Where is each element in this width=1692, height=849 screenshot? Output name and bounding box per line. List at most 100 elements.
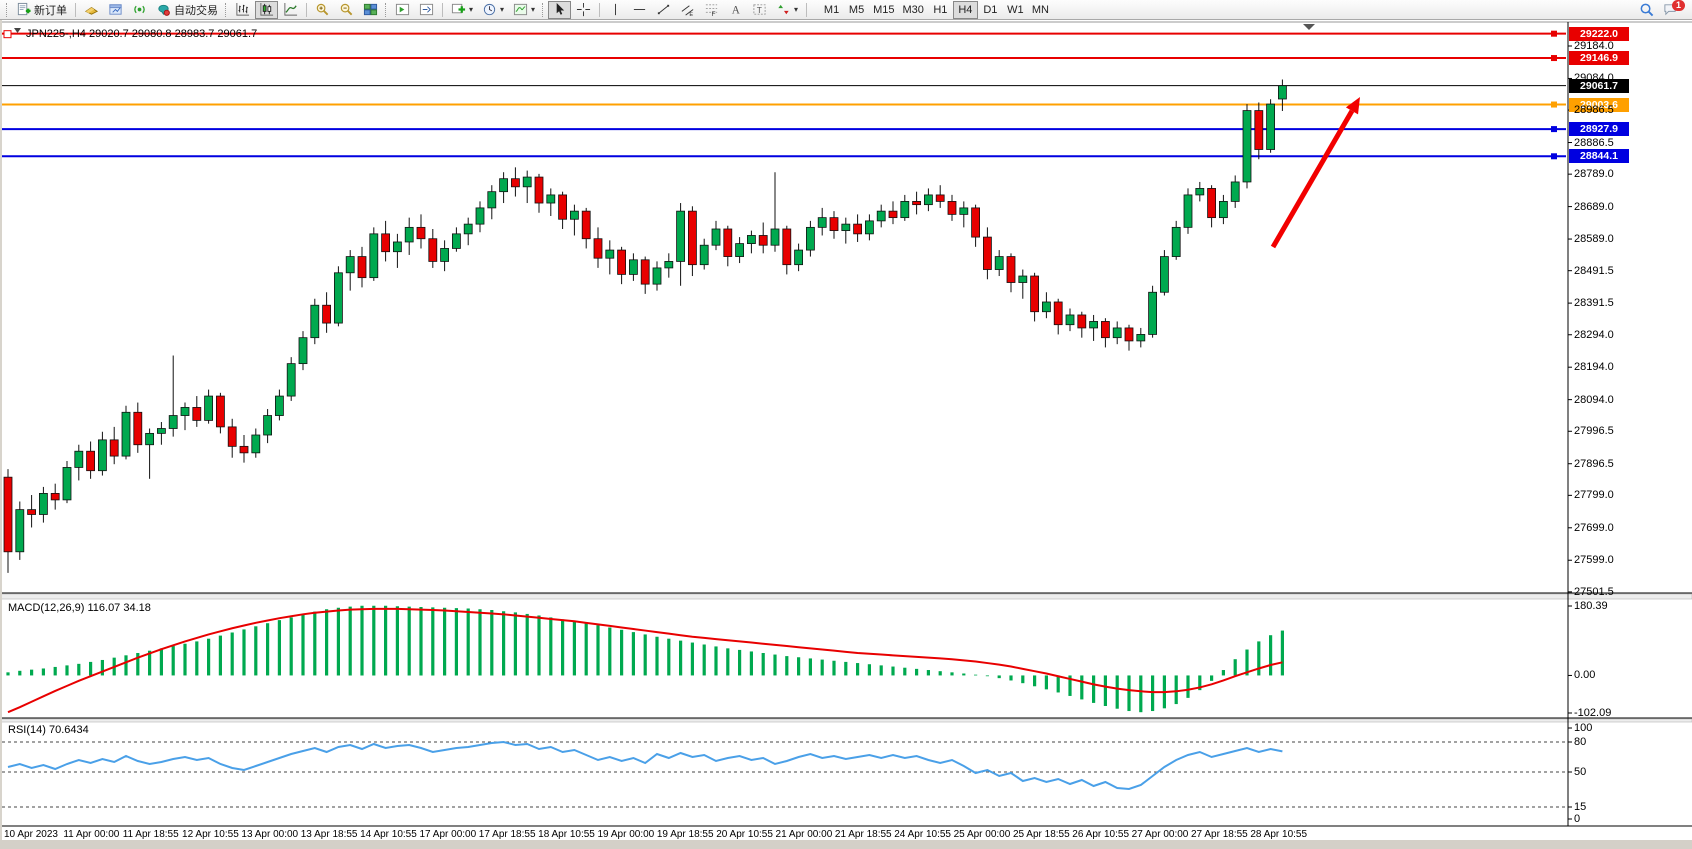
- candle-body: [735, 243, 744, 257]
- timeframe-h4-button[interactable]: H4: [952, 0, 978, 19]
- text-button[interactable]: A: [724, 1, 747, 19]
- line-right-handle[interactable]: [1551, 153, 1557, 160]
- bar-chart-button[interactable]: [231, 1, 254, 19]
- text-icon: A: [732, 4, 741, 16]
- timeframe-m30-button[interactable]: M30: [898, 1, 927, 19]
- candle-body: [1219, 201, 1228, 219]
- candle-body: [841, 223, 851, 232]
- text-label-button[interactable]: T: [748, 1, 771, 19]
- candle-body: [522, 176, 532, 188]
- signal-icon: [134, 5, 145, 14]
- candle-body: [1053, 301, 1063, 326]
- timeframe-mn-button[interactable]: MN: [1028, 1, 1053, 19]
- trend-arrow-head[interactable]: [1345, 97, 1360, 115]
- auto-scroll-icon: [395, 3, 410, 16]
- candle-body: [664, 261, 674, 269]
- zoom-in-button[interactable]: [311, 1, 334, 19]
- signals-button[interactable]: [128, 1, 151, 19]
- new-order-label: 新订单: [34, 4, 67, 17]
- svg-text:E: E: [689, 12, 693, 17]
- pane-splitter[interactable]: [0, 593, 1692, 600]
- line-right-handle[interactable]: [1551, 30, 1557, 37]
- timeframe-m5-button[interactable]: M5: [844, 1, 869, 19]
- tile-windows-button[interactable]: [359, 1, 382, 19]
- candle-body: [239, 445, 249, 454]
- chart-window-button[interactable]: [104, 1, 127, 19]
- fibonacci-button[interactable]: F: [700, 1, 723, 19]
- line-right-handle[interactable]: [1551, 126, 1557, 133]
- candle-body: [322, 304, 332, 324]
- toolbar-separator: [599, 2, 601, 17]
- toolbar-grip: [385, 2, 388, 17]
- chart-window-icon: [109, 4, 122, 15]
- candle-body: [1042, 301, 1051, 313]
- candle-body: [251, 434, 261, 454]
- equidistant-channel-button[interactable]: E: [676, 1, 699, 19]
- candle-body: [1148, 291, 1157, 335]
- candle-body: [935, 194, 945, 202]
- candle-body: [688, 210, 697, 266]
- cursor-icon: [556, 2, 565, 15]
- new-order-button[interactable]: 新订单: [12, 1, 71, 19]
- gold-box-button[interactable]: [80, 1, 103, 19]
- horizontal-line-button[interactable]: [628, 1, 651, 19]
- timeframe-m1-button[interactable]: M1: [819, 1, 844, 19]
- rsi-line: [7, 740, 1283, 791]
- search-button[interactable]: [1635, 1, 1658, 19]
- period-button[interactable]: ▾: [478, 1, 508, 19]
- toolbar-grip: [6, 2, 9, 17]
- zoom-out-button[interactable]: [335, 1, 358, 19]
- candle-body: [876, 210, 886, 222]
- candle-body: [133, 411, 143, 446]
- chart-shift-button[interactable]: [415, 1, 438, 19]
- candlestick-chart-button[interactable]: [255, 0, 278, 19]
- candle-body: [794, 249, 803, 266]
- trend-arrow-shaft[interactable]: [1270, 109, 1355, 249]
- notifications-button[interactable]: 1: [1659, 0, 1685, 19]
- chart-shift-marker[interactable]: [1303, 24, 1315, 30]
- timeframe-w1-button[interactable]: W1: [1003, 1, 1028, 19]
- line-left-handle[interactable]: [3, 30, 12, 39]
- candle-body: [381, 233, 391, 253]
- candle-body: [652, 267, 662, 285]
- vertical-line-icon: [615, 3, 617, 16]
- timeframe-h1-button[interactable]: H1: [928, 1, 953, 19]
- candle-body: [1230, 181, 1240, 202]
- candle-body: [451, 233, 461, 249]
- candle-body: [900, 201, 910, 219]
- line-right-handle[interactable]: [1551, 101, 1557, 108]
- line-chart-icon: [284, 2, 298, 16]
- line-right-handle[interactable]: [1551, 55, 1557, 62]
- tile-windows-icon: [363, 3, 378, 16]
- vertical-line-button[interactable]: [604, 1, 627, 19]
- candle-body: [392, 241, 402, 253]
- candle-body: [357, 256, 367, 279]
- gold-box-icon: [84, 7, 99, 15]
- candle-body: [1183, 194, 1193, 228]
- template-button[interactable]: ▾: [509, 1, 539, 19]
- candle-body: [416, 226, 426, 240]
- symbol-dropdown-icon[interactable]: [14, 28, 21, 33]
- line-chart-button[interactable]: [279, 1, 302, 19]
- timeframe-m15-button[interactable]: M15: [869, 1, 898, 19]
- arrows-button[interactable]: ▾: [772, 1, 802, 19]
- cursor-button[interactable]: [548, 0, 572, 19]
- candle-body: [1006, 256, 1016, 283]
- candle-body: [1195, 188, 1205, 196]
- candle-body: [806, 226, 815, 251]
- trendline-button[interactable]: [652, 1, 675, 19]
- pane-splitter[interactable]: [0, 718, 1692, 723]
- candle-body: [947, 201, 957, 215]
- timeframe-d1-button[interactable]: D1: [978, 1, 1003, 19]
- candle-body: [1136, 334, 1146, 342]
- autotrading-button[interactable]: 自动交易: [152, 1, 222, 19]
- candle-body: [98, 439, 107, 472]
- candle-body: [298, 337, 308, 365]
- candle-body: [404, 226, 414, 243]
- crosshair-button[interactable]: [572, 1, 595, 19]
- auto-scroll-button[interactable]: [391, 1, 414, 19]
- add-indicator-button[interactable]: ▾: [447, 1, 477, 19]
- candle-body: [994, 256, 1004, 270]
- candle-body: [463, 223, 473, 235]
